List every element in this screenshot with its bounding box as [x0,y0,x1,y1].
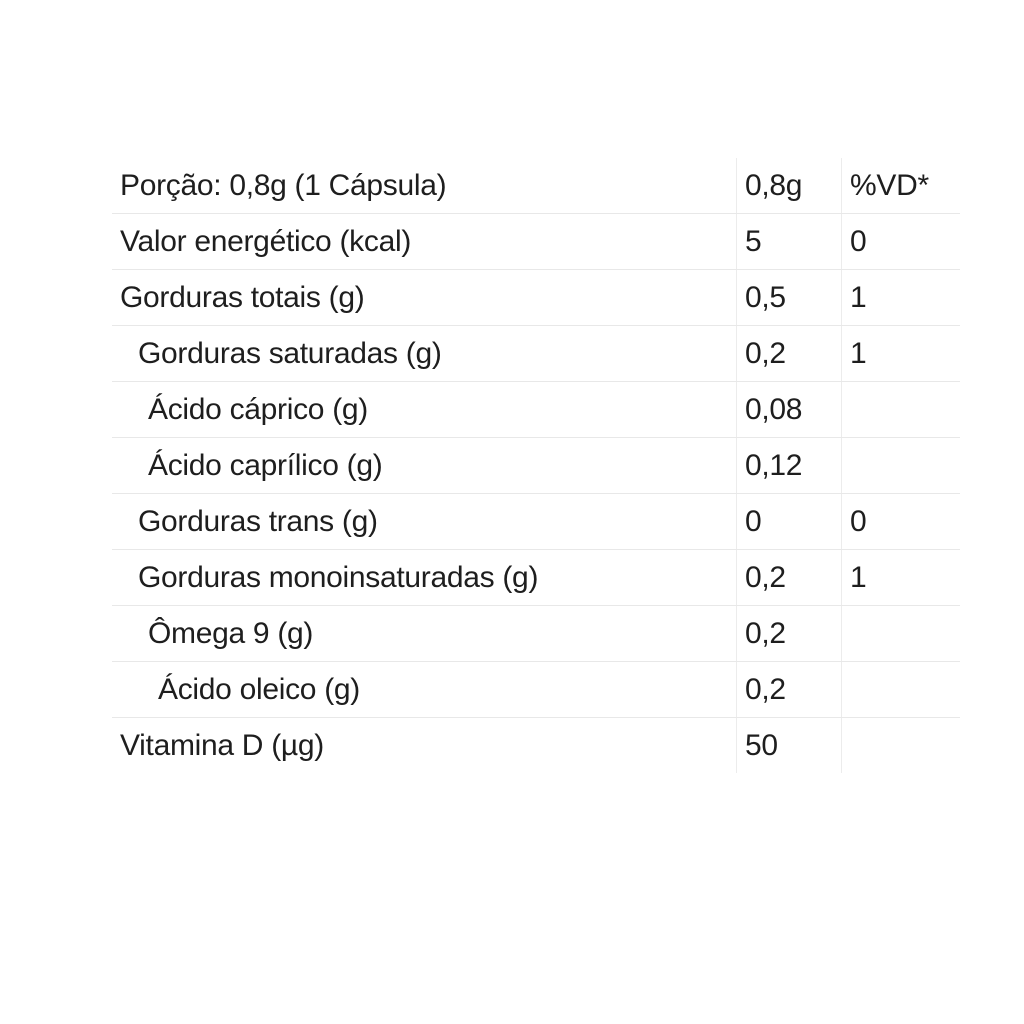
daily-value-cell: 1 [841,325,960,382]
table-row: Gorduras saturadas (g) 0,2 1 [112,325,960,382]
daily-value-cell: %VD* [841,158,960,214]
daily-value-cell [841,381,960,438]
daily-value-cell: 1 [841,269,960,326]
amount-cell: 0,2 [736,325,842,382]
table-row: Ácido oleico (g) 0,2 [112,661,960,718]
amount-cell: 0,2 [736,549,842,606]
nutrient-label: Ácido caprílico (g) [112,437,737,494]
daily-value-cell [841,605,960,662]
nutrient-label: Ácido cáprico (g) [112,381,737,438]
amount-cell: 5 [736,213,842,270]
amount-cell: 0 [736,493,842,550]
table-header-row: Porção: 0,8g (1 Cápsula) 0,8g %VD* [112,158,960,214]
nutrient-label: Vitamina D (µg) [120,728,324,762]
amount-cell: 0,5 [736,269,842,326]
nutrient-label: Gorduras totais (g) [112,269,737,326]
daily-value-cell: 1 [841,549,960,606]
table-row: Ômega 9 (g) 0,2 [112,605,960,662]
amount-cell: 50 [736,717,842,773]
nutrient-label: Ômega 9 (g) [112,605,737,662]
daily-value-cell [841,717,960,773]
amount-cell: 0,08 [736,381,842,438]
table-row: Valor energético (kcal) 5 0 [112,213,960,270]
table-row: Ácido cáprico (g) 0,08 [112,381,960,438]
nutrient-label: Porção: 0,8g (1 Cápsula) [112,158,737,214]
amount-cell: 0,2 [736,605,842,662]
table-row: Gorduras trans (g) 0 0 [112,493,960,550]
amount-cell: 0,12 [736,437,842,494]
nutrient-label: Gorduras saturadas (g) [112,325,737,382]
nutrient-label: Gorduras monoinsaturadas (g) [112,549,737,606]
nutrition-facts-table: Porção: 0,8g (1 Cápsula) 0,8g %VD* Valor en… [112,158,960,773]
daily-value-cell: 0 [841,213,960,270]
daily-value-cell: 0 [841,493,960,550]
nutrient-label: Ácido oleico (g) [112,661,737,718]
table-row: Ácido caprílico (g) 0,12 [112,437,960,494]
nutrient-label: Gorduras trans (g) [112,493,737,550]
amount-cell: 0,8g [736,158,842,214]
table-row: Gorduras monoinsaturadas (g) 0,2 1 [112,549,960,606]
table-row: Gorduras totais (g) 0,5 1 [112,269,960,326]
daily-value-cell [841,437,960,494]
table-row: Vitamina D (µg) 50 [112,717,960,773]
daily-value-cell [841,661,960,718]
nutrient-label: Valor energético (kcal) [112,213,737,270]
amount-cell: 0,2 [736,661,842,718]
